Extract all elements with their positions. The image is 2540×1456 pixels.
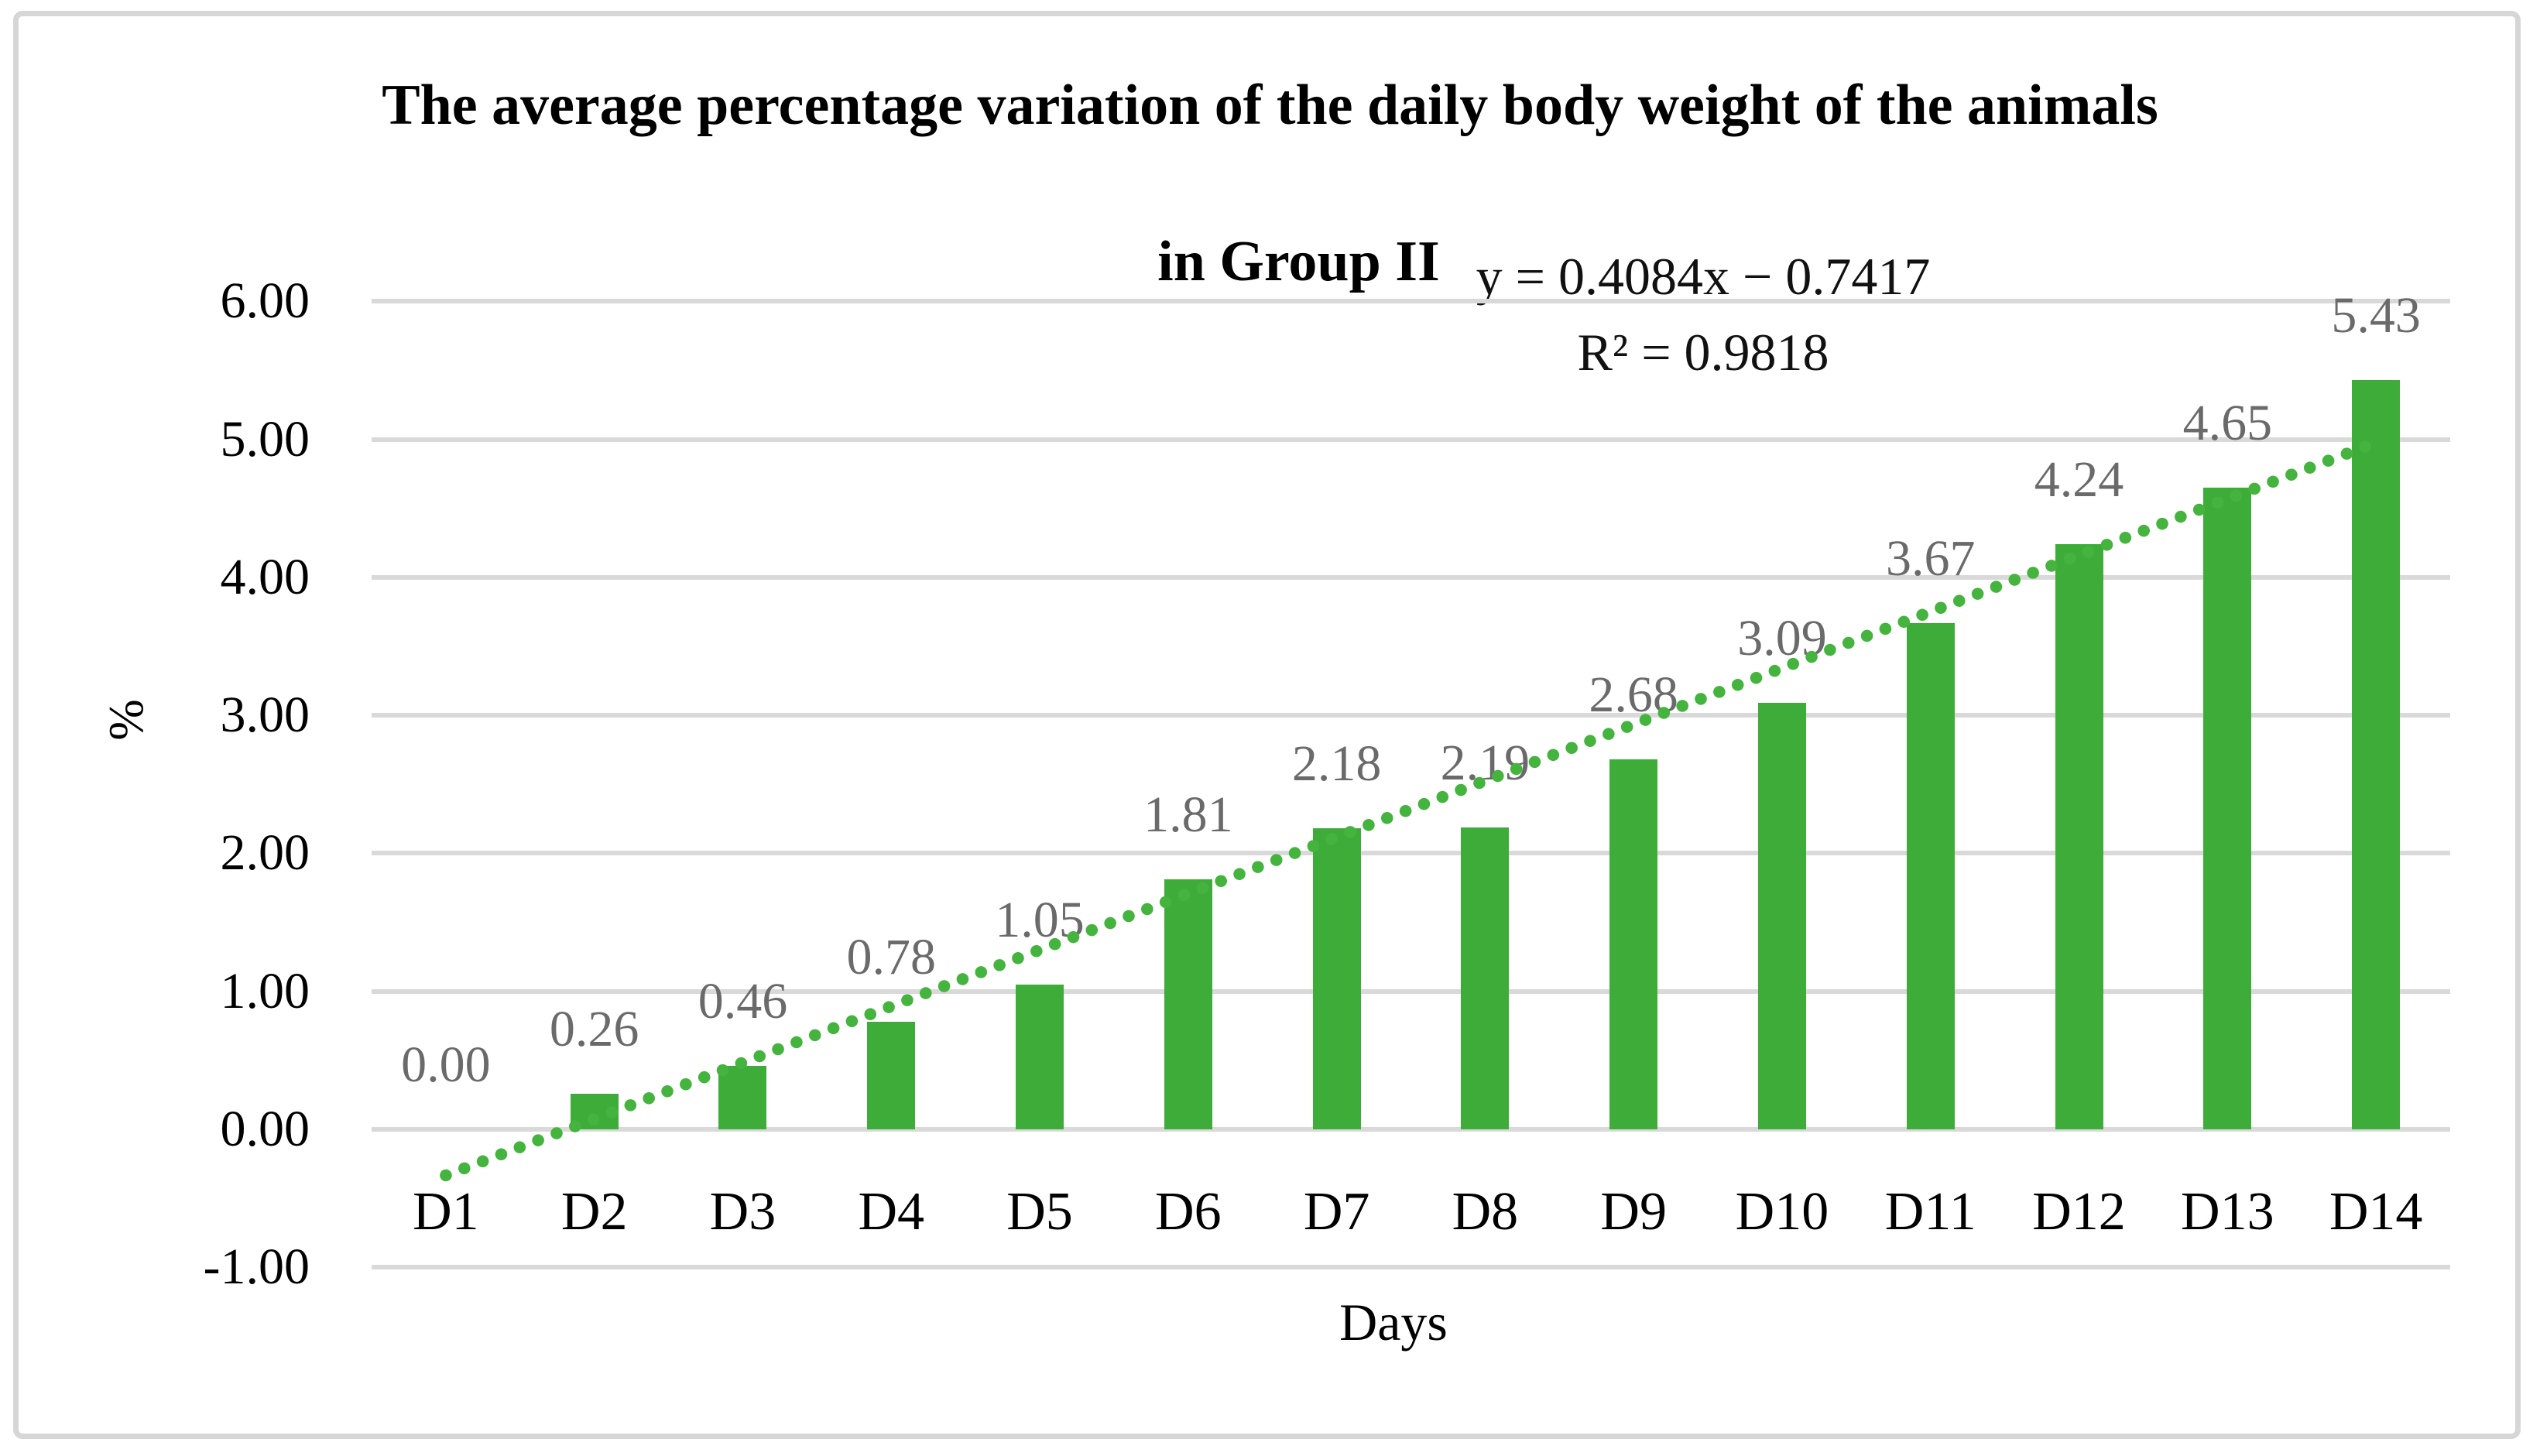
gridline-0: [372, 1127, 2450, 1132]
bar-value-label: 0.00: [401, 1036, 491, 1093]
bar-D14: [2352, 379, 2401, 1129]
x-tick-label: D4: [858, 1182, 925, 1242]
bar-D13: [2203, 487, 2252, 1129]
bar-value-label: 0.26: [549, 1000, 639, 1057]
y-tick-label: 2.00: [220, 824, 310, 882]
x-tick-label: D8: [1452, 1182, 1519, 1242]
gridline-3: [372, 713, 2450, 718]
bar-value-label: 4.65: [2182, 394, 2273, 451]
gridline--1: [372, 1265, 2450, 1270]
bar-D7: [1312, 828, 1361, 1129]
bar-D9: [1609, 759, 1658, 1129]
bar-value-label: 1.81: [1143, 786, 1233, 844]
bar-value-label: 4.24: [2034, 451, 2124, 508]
y-tick-label: 6.00: [220, 272, 310, 330]
bar-value-label: 0.78: [846, 928, 937, 985]
bar-D10: [1757, 703, 1806, 1129]
x-tick-label: D3: [709, 1182, 776, 1242]
bar-D12: [2055, 544, 2103, 1129]
x-tick-label: D11: [1884, 1182, 1976, 1242]
trendline-equation-block: y = 0.4084x − 0.7417 R² = 0.9818: [1239, 238, 2168, 390]
x-tick-label: D1: [413, 1182, 479, 1242]
bar-value-label: 3.67: [1886, 529, 1976, 587]
x-tick-label: D2: [560, 1182, 628, 1242]
x-tick-label: D7: [1303, 1182, 1370, 1242]
x-tick-label: D9: [1600, 1182, 1667, 1242]
gridline-2: [372, 851, 2450, 856]
y-tick-label: 1.00: [220, 962, 310, 1019]
chart-title: The average percentage variation of the …: [0, 67, 2540, 379]
x-axis-title: Days: [1339, 1293, 1448, 1352]
x-tick-label: D12: [2032, 1182, 2126, 1242]
bar-value-label: 2.18: [1291, 735, 1382, 793]
x-tick-label: D5: [1006, 1182, 1073, 1242]
gridline-1: [372, 988, 2450, 994]
x-tick-label: D14: [2329, 1182, 2423, 1242]
bar-D5: [1016, 984, 1064, 1129]
bar-value-label: 0.46: [698, 972, 788, 1029]
bar-D11: [1906, 622, 1955, 1129]
chart-border-frame: [13, 11, 2521, 1439]
chart-title-line2: in Group II: [1157, 230, 1440, 293]
y-tick-label: 4.00: [220, 548, 310, 605]
trendline-r-squared: R² = 0.9818: [1577, 323, 1829, 382]
y-tick-label: -1.00: [203, 1238, 310, 1296]
bar-D8: [1461, 827, 1510, 1129]
y-tick-label: 0.00: [220, 1101, 310, 1157]
gridline-4: [372, 574, 2450, 580]
x-tick-label: D10: [1735, 1182, 1829, 1242]
bar-D3: [718, 1065, 767, 1129]
gridline-5: [372, 437, 2450, 442]
trendline-equation: y = 0.4084x − 0.7417: [1476, 247, 1931, 306]
y-tick-label: 3.00: [220, 687, 310, 744]
x-tick-label: D13: [2181, 1182, 2274, 1242]
y-tick-label: 5.00: [220, 410, 310, 468]
chart-title-line1: The average percentage variation of the …: [382, 74, 2158, 137]
x-tick-label: D6: [1155, 1182, 1222, 1242]
gridline-6: [372, 299, 2450, 304]
bar-D4: [867, 1021, 916, 1129]
bar-value-label: 5.43: [2331, 286, 2421, 344]
bar-D6: [1164, 879, 1212, 1129]
